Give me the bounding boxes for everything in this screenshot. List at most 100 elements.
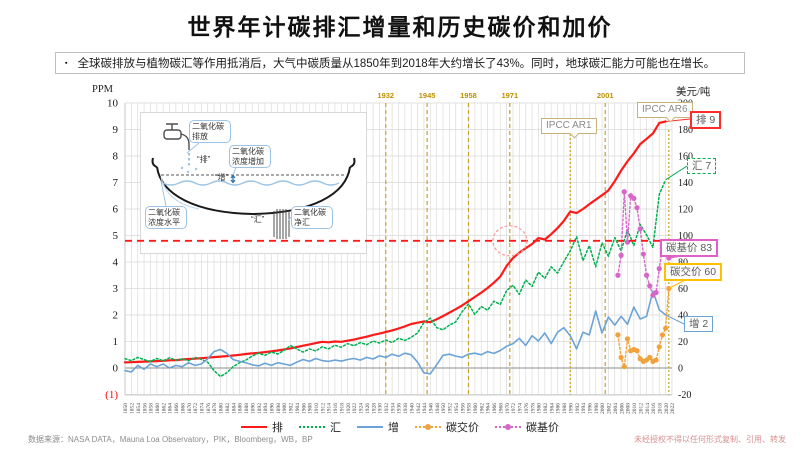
svg-text:2006: 2006: [619, 403, 625, 414]
legend-label: 汇: [330, 422, 341, 434]
svg-text:20: 20: [678, 337, 688, 348]
trade-price-callout: 碳交价 60: [664, 263, 723, 281]
svg-text:140: 140: [678, 178, 693, 189]
svg-text:1898: 1898: [276, 403, 282, 414]
legend-label: 增: [388, 422, 399, 434]
legend-item-trade-price: 碳交价: [415, 419, 479, 435]
svg-text:1932: 1932: [384, 403, 390, 414]
svg-text:1960: 1960: [473, 403, 479, 414]
increase-line-swatch: [357, 426, 383, 428]
svg-text:1852: 1852: [130, 403, 136, 414]
svg-text:2020: 2020: [664, 403, 670, 414]
svg-text:1986: 1986: [556, 403, 562, 414]
trade-price-swatch: [415, 424, 441, 430]
svg-text:1988: 1988: [562, 403, 568, 414]
svg-text:1904: 1904: [295, 403, 301, 414]
base-price-swatch: [495, 424, 521, 430]
inset-tag-emission: “排”: [197, 155, 211, 164]
svg-text:1948: 1948: [435, 403, 441, 414]
svg-text:1950: 1950: [441, 403, 447, 414]
svg-text:1890: 1890: [250, 403, 256, 414]
svg-text:1996: 1996: [588, 403, 594, 414]
svg-text:1930: 1930: [378, 403, 384, 414]
drain-icon: [273, 209, 290, 239]
svg-text:1912: 1912: [320, 403, 326, 414]
svg-text:1974: 1974: [518, 403, 524, 414]
tub-outline: [156, 166, 351, 216]
svg-text:1932: 1932: [377, 91, 394, 100]
svg-text:1874: 1874: [200, 403, 206, 414]
svg-text:1982: 1982: [543, 403, 549, 414]
svg-text:0: 0: [678, 364, 683, 375]
svg-text:1850: 1850: [123, 403, 129, 414]
svg-text:1896: 1896: [269, 403, 275, 414]
legend-item-base-price: 碳基价: [495, 419, 559, 435]
base-price-callout: 碳基价 83: [660, 239, 719, 257]
svg-text:1860: 1860: [155, 403, 161, 414]
svg-text:1918: 1918: [339, 403, 345, 414]
svg-text:2018: 2018: [657, 403, 663, 414]
svg-text:1910: 1910: [314, 403, 320, 414]
page-title: 世界年计碳排汇增量和历史碳价和加价: [187, 14, 613, 41]
svg-text:1998: 1998: [594, 403, 600, 414]
svg-text:2002: 2002: [607, 403, 613, 414]
legend-label: 排: [272, 422, 283, 434]
emission-value-callout: 排 9: [690, 111, 722, 129]
svg-text:2014: 2014: [645, 403, 651, 414]
svg-text:1952: 1952: [448, 403, 454, 414]
inset-sink-callout: 二氧化碳净汇: [291, 206, 333, 230]
svg-text:1934: 1934: [390, 403, 396, 414]
svg-text:2000: 2000: [600, 403, 606, 414]
svg-text:1971: 1971: [501, 91, 518, 100]
svg-text:1940: 1940: [409, 403, 415, 414]
svg-text:2: 2: [113, 310, 119, 322]
legend-label: 碳交价: [446, 422, 479, 434]
svg-text:1882: 1882: [225, 403, 231, 414]
svg-text:40: 40: [678, 311, 688, 322]
source-note: 数据来源：NASA DATA，Mauna Loa Observatory，PIK…: [28, 435, 313, 444]
svg-text:1966: 1966: [492, 403, 498, 414]
emission-line-swatch: [241, 426, 267, 428]
bullet-icon: ▪: [65, 59, 68, 67]
svg-text:1922: 1922: [352, 403, 358, 414]
svg-text:1956: 1956: [460, 403, 466, 414]
svg-text:1908: 1908: [308, 403, 314, 414]
svg-text:1856: 1856: [142, 403, 148, 414]
svg-text:0: 0: [113, 363, 119, 375]
svg-text:1992: 1992: [575, 403, 581, 414]
svg-text:2016: 2016: [651, 403, 657, 414]
svg-text:1964: 1964: [486, 403, 492, 414]
left-axis-title: PPM: [92, 84, 114, 95]
svg-text:1854: 1854: [136, 403, 142, 414]
svg-text:1878: 1878: [212, 403, 218, 414]
legend: 排 汇 增 碳交价 碳基价: [0, 419, 800, 435]
svg-text:2001: 2001: [597, 91, 614, 100]
ipcc-ar6-callout: IPCC AR6: [637, 102, 693, 118]
legend-item-sink: 汇: [299, 419, 341, 435]
svg-text:4: 4: [113, 257, 119, 269]
svg-text:1864: 1864: [168, 403, 174, 414]
svg-text:1894: 1894: [263, 403, 269, 414]
svg-text:1946: 1946: [429, 403, 435, 414]
inset-tag-sink: “汇”: [251, 215, 265, 224]
svg-text:1928: 1928: [371, 403, 377, 414]
svg-text:8: 8: [113, 151, 119, 163]
svg-text:1972: 1972: [511, 403, 517, 414]
svg-text:1944: 1944: [422, 403, 428, 414]
inset-tag-increase: “增”: [215, 173, 229, 182]
svg-text:1970: 1970: [505, 403, 511, 414]
svg-text:1892: 1892: [257, 403, 263, 414]
svg-text:1920: 1920: [346, 403, 352, 414]
svg-text:60: 60: [678, 284, 688, 295]
svg-text:1980: 1980: [537, 403, 543, 414]
right-axis-title: 美元/吨: [676, 87, 711, 98]
svg-text:1880: 1880: [219, 403, 225, 414]
svg-text:1870: 1870: [187, 403, 193, 414]
legend-item-emission: 排: [241, 419, 283, 435]
svg-text:1888: 1888: [244, 403, 250, 414]
legend-item-increase: 增: [357, 419, 399, 435]
svg-text:5: 5: [113, 230, 119, 242]
svg-text:2012: 2012: [638, 403, 644, 414]
